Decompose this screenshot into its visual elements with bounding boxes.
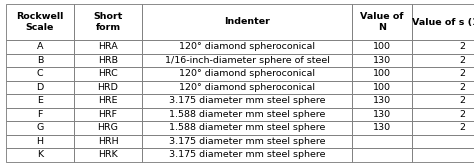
Bar [352, 148, 412, 162]
Bar [74, 94, 142, 108]
Bar [412, 40, 474, 53]
Bar [412, 134, 474, 148]
Text: Value of
N: Value of N [360, 12, 404, 32]
Text: 1/16-inch-diameter sphere of steel: 1/16-inch-diameter sphere of steel [164, 56, 329, 65]
Bar [74, 108, 142, 121]
Bar [352, 40, 412, 53]
Text: 2: 2 [459, 96, 465, 105]
Text: 2: 2 [459, 42, 465, 51]
Bar [6, 121, 74, 134]
Bar [142, 67, 352, 81]
Text: 120° diamond spheroconical: 120° diamond spheroconical [179, 83, 315, 92]
Bar [412, 121, 474, 134]
Text: 1.588 diameter mm steel sphere: 1.588 diameter mm steel sphere [169, 110, 325, 119]
Bar [6, 40, 74, 53]
Bar [352, 81, 412, 94]
Bar [142, 53, 352, 67]
Bar [74, 148, 142, 162]
Bar [6, 53, 74, 67]
Bar [352, 134, 412, 148]
Text: HRG: HRG [98, 123, 118, 132]
Bar [6, 134, 74, 148]
Bar [6, 108, 74, 121]
Text: 120° diamond spheroconical: 120° diamond spheroconical [179, 69, 315, 78]
Bar [74, 53, 142, 67]
Text: G: G [36, 123, 44, 132]
Text: E: E [37, 96, 43, 105]
Bar [412, 67, 474, 81]
Bar [74, 40, 142, 53]
Text: 100: 100 [373, 83, 391, 92]
Bar [6, 4, 74, 40]
Text: HRF: HRF [99, 110, 118, 119]
Bar [142, 81, 352, 94]
Text: Rockwell
Scale: Rockwell Scale [16, 12, 64, 32]
Bar [6, 67, 74, 81]
Text: HRH: HRH [98, 137, 118, 146]
Bar [412, 108, 474, 121]
Bar [142, 40, 352, 53]
Text: F: F [37, 110, 43, 119]
Bar [412, 94, 474, 108]
Bar [352, 53, 412, 67]
Bar [352, 121, 412, 134]
Text: 130: 130 [373, 56, 391, 65]
Bar [74, 121, 142, 134]
Text: HRC: HRC [98, 69, 118, 78]
Bar [412, 53, 474, 67]
Text: D: D [36, 83, 44, 92]
Text: Short
form: Short form [93, 12, 123, 32]
Text: Value of s (10⁻⁶ m): Value of s (10⁻⁶ m) [412, 17, 474, 27]
Bar [412, 81, 474, 94]
Bar [352, 67, 412, 81]
Bar [142, 148, 352, 162]
Text: Indenter: Indenter [224, 17, 270, 27]
Bar [6, 94, 74, 108]
Text: C: C [36, 69, 43, 78]
Bar [74, 4, 142, 40]
Bar [142, 94, 352, 108]
Bar [74, 67, 142, 81]
Text: HRA: HRA [98, 42, 118, 51]
Text: 2: 2 [459, 123, 465, 132]
Bar [142, 108, 352, 121]
Text: 2: 2 [459, 83, 465, 92]
Bar [6, 81, 74, 94]
Text: 100: 100 [373, 69, 391, 78]
Text: 130: 130 [373, 123, 391, 132]
Bar [412, 4, 474, 40]
Text: 2: 2 [459, 69, 465, 78]
Text: 3.175 diameter mm steel sphere: 3.175 diameter mm steel sphere [169, 150, 325, 159]
Text: HRB: HRB [98, 56, 118, 65]
Text: 3.175 diameter mm steel sphere: 3.175 diameter mm steel sphere [169, 137, 325, 146]
Text: 1.588 diameter mm steel sphere: 1.588 diameter mm steel sphere [169, 123, 325, 132]
Text: 2: 2 [459, 56, 465, 65]
Bar [412, 148, 474, 162]
Bar [6, 148, 74, 162]
Text: A: A [37, 42, 43, 51]
Text: 3.175 diameter mm steel sphere: 3.175 diameter mm steel sphere [169, 96, 325, 105]
Text: HRD: HRD [98, 83, 118, 92]
Bar [142, 134, 352, 148]
Bar [352, 4, 412, 40]
Text: K: K [37, 150, 43, 159]
Bar [142, 4, 352, 40]
Text: B: B [37, 56, 43, 65]
Text: 130: 130 [373, 96, 391, 105]
Text: 130: 130 [373, 110, 391, 119]
Bar [74, 81, 142, 94]
Text: 100: 100 [373, 42, 391, 51]
Bar [352, 108, 412, 121]
Text: 2: 2 [459, 110, 465, 119]
Text: HRE: HRE [98, 96, 118, 105]
Bar [352, 94, 412, 108]
Text: H: H [36, 137, 44, 146]
Text: 120° diamond spheroconical: 120° diamond spheroconical [179, 42, 315, 51]
Bar [74, 134, 142, 148]
Bar [142, 121, 352, 134]
Text: HRK: HRK [98, 150, 118, 159]
